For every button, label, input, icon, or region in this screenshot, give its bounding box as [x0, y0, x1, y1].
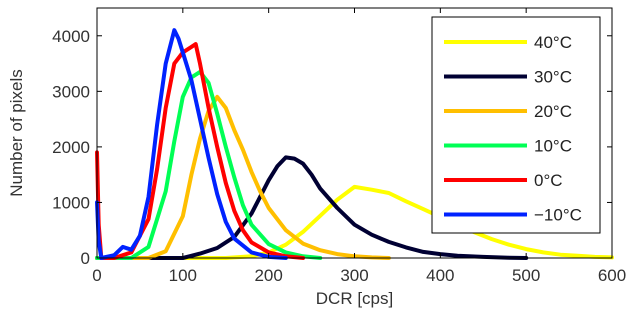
y-tick-label: 3000: [52, 82, 90, 101]
x-tick-label: 500: [512, 266, 540, 285]
ticks-layer: 0 100 200 300 400 500 600 0 1000 2000 3000 4000: [52, 8, 626, 285]
series-line-2: [95, 94, 391, 260]
legend-label-5: −10°C: [534, 206, 582, 225]
x-tick-label: 400: [426, 266, 454, 285]
series-line-3: [95, 69, 323, 260]
series-line-1: [95, 155, 529, 260]
series-line-4: [95, 42, 305, 260]
x-tick-label: 100: [169, 266, 197, 285]
series-line-0: [95, 184, 614, 260]
legend: 40°C 30°C 20°C 10°C 0°C −10°C: [431, 16, 601, 234]
legend-label-1: 30°C: [534, 68, 572, 87]
legend-box: [431, 16, 601, 234]
legend-label-2: 20°C: [534, 102, 572, 121]
x-tick-label: 200: [254, 266, 282, 285]
legend-label-4: 0°C: [534, 171, 563, 190]
y-tick-label: 0: [81, 249, 90, 268]
x-tick-label: 300: [340, 266, 368, 285]
y-axis-title: Number of pixels: [7, 69, 26, 197]
x-tick-label: 600: [598, 266, 626, 285]
y-tick-label: 1000: [52, 193, 90, 212]
series-line-5: [95, 28, 288, 260]
legend-label-3: 10°C: [534, 137, 572, 156]
y-tick-label: 2000: [52, 138, 90, 157]
series-layer: [95, 28, 614, 260]
legend-label-0: 40°C: [534, 33, 572, 52]
x-tick-label: 0: [92, 266, 101, 285]
y-tick-label: 4000: [52, 27, 90, 46]
x-axis-title: DCR [cps]: [316, 289, 393, 308]
